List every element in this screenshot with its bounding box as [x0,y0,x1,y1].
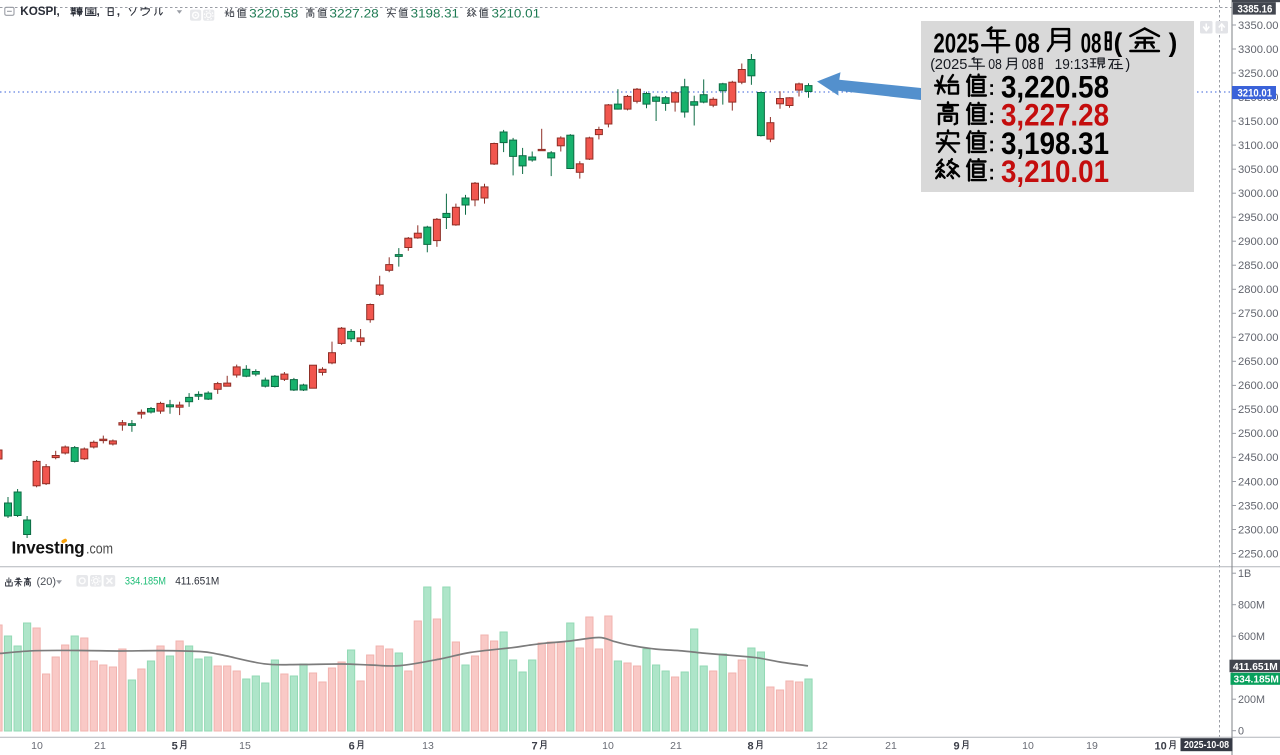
svg-text:8: 8 [748,740,754,752]
svg-text:3050.00: 3050.00 [1238,164,1279,176]
svg-text:3210.01: 3210.01 [492,6,541,20]
svg-text:,: , [97,4,100,18]
svg-text:10: 10 [1155,740,1167,752]
svg-text:08: 08 [1015,28,1040,59]
svg-text:5: 5 [172,740,178,752]
svg-text:21: 21 [885,740,897,752]
svg-text:3,198.31: 3,198.31 [1001,125,1109,161]
svg-text:3220.58: 3220.58 [249,6,299,20]
svg-text:,: , [117,4,120,18]
svg-text:3250.00: 3250.00 [1238,68,1279,80]
svg-text:(: ( [930,57,935,73]
svg-text:800M: 800M [1238,600,1265,612]
svg-text:411.651M: 411.651M [175,576,219,588]
svg-text:3300.00: 3300.00 [1238,44,1279,56]
svg-text:KOSPI,: KOSPI, [20,4,60,18]
svg-text:3,210.01: 3,210.01 [1001,153,1109,189]
svg-text:3210.01: 3210.01 [1238,88,1273,100]
svg-text:): ) [1169,28,1178,58]
svg-text:21: 21 [670,740,682,752]
svg-text:3000.00: 3000.00 [1238,188,1279,200]
svg-text:3,227.28: 3,227.28 [1001,97,1109,133]
svg-text:411.651M: 411.651M [1233,662,1278,673]
svg-text:21: 21 [94,740,106,752]
svg-text:15: 15 [239,740,251,752]
svg-text:2400.00: 2400.00 [1238,476,1279,488]
svg-text:10: 10 [31,740,43,752]
svg-text:10: 10 [602,740,614,752]
svg-text:2950.00: 2950.00 [1238,212,1279,224]
svg-text:334.185M: 334.185M [125,576,166,588]
svg-text:2800.00: 2800.00 [1238,284,1279,296]
svg-text:7: 7 [532,740,538,752]
svg-text:2500.00: 2500.00 [1238,428,1279,440]
svg-text:2250.00: 2250.00 [1238,548,1279,560]
svg-text:): ) [1125,57,1130,73]
svg-text:2350.00: 2350.00 [1238,500,1279,512]
svg-text:08: 08 [988,57,1002,73]
svg-text:9: 9 [954,740,960,752]
svg-text:(20): (20) [37,576,57,588]
svg-text:13: 13 [422,740,434,752]
svg-text:334.185M: 334.185M [1234,675,1279,686]
svg-text:3100.00: 3100.00 [1238,140,1279,152]
svg-text:3227.28: 3227.28 [329,6,379,20]
svg-text:2550.00: 2550.00 [1238,404,1279,416]
svg-text:10: 10 [1022,740,1034,752]
svg-text:200M: 200M [1238,694,1265,706]
svg-text:08: 08 [1081,28,1102,59]
svg-text:2900.00: 2900.00 [1238,236,1279,248]
svg-text:2750.00: 2750.00 [1238,308,1279,320]
svg-text:3350.00: 3350.00 [1238,20,1279,32]
svg-text:2700.00: 2700.00 [1238,332,1279,344]
svg-text:Investıng: Investıng [12,538,85,558]
svg-text:3198.31: 3198.31 [411,6,460,20]
svg-text:2025-10-08: 2025-10-08 [1184,740,1229,751]
svg-text:19: 19 [1086,740,1098,752]
svg-text:2025: 2025 [933,28,979,59]
svg-text:08: 08 [1022,57,1037,73]
svg-text:2300.00: 2300.00 [1238,524,1279,536]
svg-text:600M: 600M [1238,631,1265,643]
svg-text:2850.00: 2850.00 [1238,260,1279,272]
svg-text:3,220.58: 3,220.58 [1001,68,1109,104]
svg-text:3385.16: 3385.16 [1238,3,1273,15]
svg-text:0: 0 [1238,726,1244,738]
svg-text:1B: 1B [1238,568,1251,580]
svg-text:2650.00: 2650.00 [1238,356,1279,368]
svg-text:2025: 2025 [935,57,968,73]
svg-text:12: 12 [816,740,828,752]
svg-text:2600.00: 2600.00 [1238,380,1279,392]
svg-text:3150.00: 3150.00 [1238,116,1279,128]
svg-text:6: 6 [349,740,355,752]
svg-text:(: ( [1114,28,1123,58]
svg-text:2450.00: 2450.00 [1238,452,1279,464]
svg-text:19:13: 19:13 [1055,57,1089,73]
svg-text:.com: .com [86,542,113,558]
